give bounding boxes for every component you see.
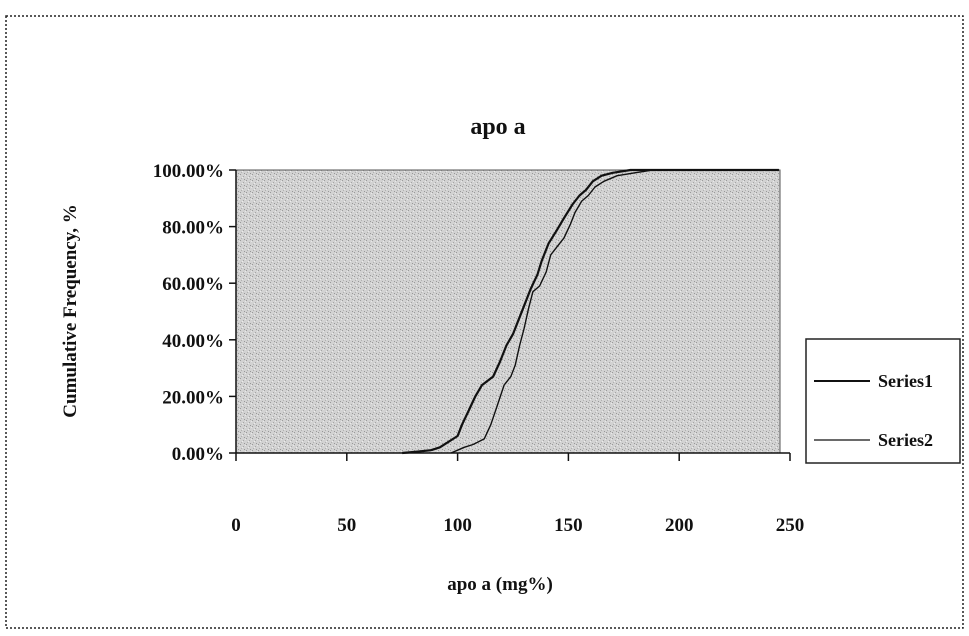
legend-label-series1: Series1 — [878, 371, 933, 391]
y-tick-label: 40.00% — [162, 331, 224, 352]
plot-area — [235, 169, 781, 454]
y-tick-label: 20.00% — [162, 387, 224, 408]
y-tick-label: 0.00% — [172, 444, 224, 465]
chart-title: apo a — [470, 114, 525, 140]
series-line-series2 — [450, 169, 779, 454]
x-axis-ticks: 0 50 100 150 200 250 — [231, 453, 804, 536]
y-tick-label: 100.00% — [153, 161, 224, 182]
y-axis-title: Cumulative Frequency, % — [60, 204, 81, 417]
y-tick-label: 60.00% — [162, 274, 224, 295]
x-tick-label: 100 — [443, 515, 472, 536]
x-axis-title: apo a (mg%) — [447, 574, 553, 595]
series-lines — [402, 168, 779, 455]
x-tick-label: 50 — [337, 515, 356, 536]
y-axis-ticks: 0.00% 20.00% 40.00% 60.00% 80.00% 100.00% — [153, 161, 236, 465]
chart-frame — [5, 15, 964, 629]
x-tick-label: 150 — [554, 515, 583, 536]
y-tick-label: 80.00% — [162, 218, 224, 239]
legend: Series1 Series2 — [805, 338, 961, 464]
series-line-series1 — [402, 168, 779, 455]
x-tick-label: 0 — [231, 515, 241, 536]
x-tick-label: 250 — [776, 515, 805, 536]
x-tick-label: 200 — [665, 515, 694, 536]
legend-label-series2: Series2 — [878, 430, 933, 450]
legend-box — [805, 338, 961, 464]
